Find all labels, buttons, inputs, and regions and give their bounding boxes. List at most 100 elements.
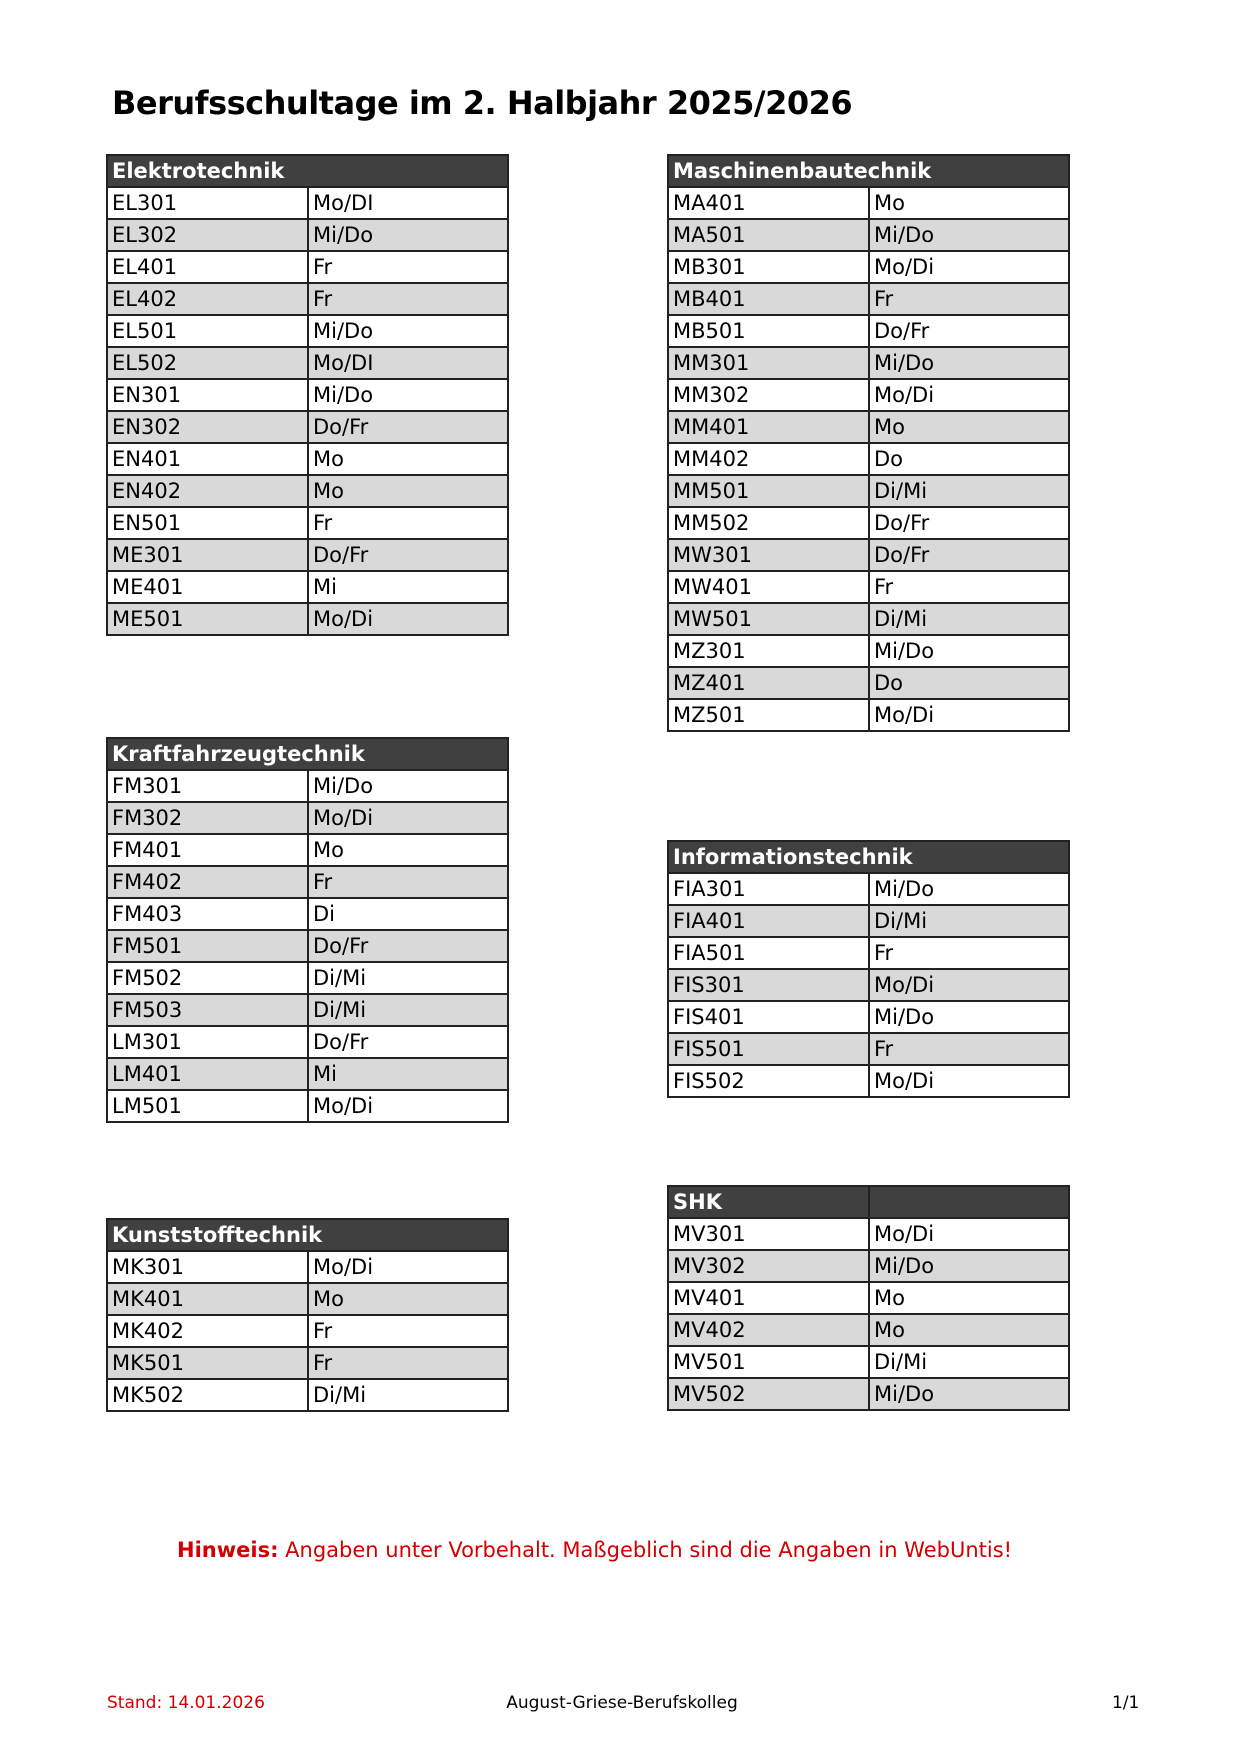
- table-row: FIS501 Fr: [667, 1032, 1070, 1066]
- table-row: ME501 Mo/Di: [106, 602, 509, 636]
- class-code: EL401: [106, 250, 309, 284]
- class-code: MK402: [106, 1314, 309, 1348]
- table-row: MM402 Do: [667, 442, 1070, 476]
- table-row: LM501 Mo/Di: [106, 1089, 509, 1123]
- table-kraftfahrzeugtechnik: Kraftfahrzeugtechnik FM301 Mi/Do FM302 Mo/Di…: [106, 737, 509, 1123]
- table-row: EN402 Mo: [106, 474, 509, 508]
- class-code: MB401: [667, 282, 870, 316]
- table-row: MM302 Mo/Di: [667, 378, 1070, 412]
- table-row: EL402 Fr: [106, 282, 509, 316]
- table-row: EN301 Mi/Do: [106, 378, 509, 412]
- school-days: Mi/Do: [868, 346, 1070, 380]
- table-row: MW401 Fr: [667, 570, 1070, 604]
- class-code: FM402: [106, 865, 309, 899]
- table-row: MB501 Do/Fr: [667, 314, 1070, 348]
- table-header: Kraftfahrzeugtechnik: [106, 737, 509, 771]
- notice-label: Hinweis:: [177, 1538, 279, 1562]
- class-code: EL302: [106, 218, 309, 252]
- school-days: Mo/Di: [868, 378, 1070, 412]
- table-row: FM302 Mo/Di: [106, 801, 509, 835]
- school-days: Mi/Do: [307, 314, 509, 348]
- class-code: FIS301: [667, 968, 870, 1002]
- school-days: Fr: [868, 1032, 1070, 1066]
- table-row: FIS502 Mo/Di: [667, 1064, 1070, 1098]
- table-row: FIS401 Mi/Do: [667, 1000, 1070, 1034]
- school-days: Di: [307, 897, 509, 931]
- table-row: FIA301 Mi/Do: [667, 872, 1070, 906]
- header-empty-cell: [868, 1185, 1070, 1219]
- school-days: Fr: [307, 865, 509, 899]
- table-row: MV401 Mo: [667, 1281, 1070, 1315]
- school-days: Mi/Do: [307, 769, 509, 803]
- table-row: MZ301 Mi/Do: [667, 634, 1070, 668]
- class-code: EL402: [106, 282, 309, 316]
- table-header: Kunststofftechnik: [106, 1218, 509, 1252]
- class-code: EN401: [106, 442, 309, 476]
- class-code: MW301: [667, 538, 870, 572]
- table-row: MK502 Di/Mi: [106, 1378, 509, 1412]
- table-row: FIA501 Fr: [667, 936, 1070, 970]
- school-days: Mo: [307, 474, 509, 508]
- class-code: FIA401: [667, 904, 870, 938]
- table-row: MW501 Di/Mi: [667, 602, 1070, 636]
- class-code: MM401: [667, 410, 870, 444]
- footer-date: Stand: 14.01.2026: [107, 1693, 265, 1713]
- group-title: Kraftfahrzeugtechnik: [106, 737, 509, 771]
- school-days: Mo/Di: [307, 801, 509, 835]
- class-code: MK502: [106, 1378, 309, 1412]
- class-code: EN501: [106, 506, 309, 540]
- school-days: Mo: [868, 1313, 1070, 1347]
- class-code: EL301: [106, 186, 309, 220]
- table-kunststofftechnik: Kunststofftechnik MK301 Mo/Di MK401 Mo MK402 F…: [106, 1218, 509, 1412]
- table-row: MK501 Fr: [106, 1346, 509, 1380]
- class-code: FIS401: [667, 1000, 870, 1034]
- school-days: Mo: [868, 410, 1070, 444]
- class-code: MV502: [667, 1377, 870, 1411]
- school-days: Do/Fr: [307, 1025, 509, 1059]
- class-code: MZ301: [667, 634, 870, 668]
- table-row: EL501 Mi/Do: [106, 314, 509, 348]
- class-code: LM301: [106, 1025, 309, 1059]
- school-days: Fr: [868, 936, 1070, 970]
- school-days: Do/Fr: [868, 538, 1070, 572]
- table-row: FIS301 Mo/Di: [667, 968, 1070, 1002]
- table-row: MB401 Fr: [667, 282, 1070, 316]
- school-days: Di/Mi: [307, 1378, 509, 1412]
- table-row: EN302 Do/Fr: [106, 410, 509, 444]
- school-days: Fr: [868, 570, 1070, 604]
- table-row: EL401 Fr: [106, 250, 509, 284]
- table-row: MZ501 Mo/Di: [667, 698, 1070, 732]
- school-days: Mi/Do: [307, 218, 509, 252]
- notice: Hinweis: Angaben unter Vorbehalt. Maßgeb…: [177, 1538, 1012, 1562]
- table-row: MM502 Do/Fr: [667, 506, 1070, 540]
- class-code: LM401: [106, 1057, 309, 1091]
- school-days: Mi/Do: [868, 218, 1070, 252]
- table-row: FM301 Mi/Do: [106, 769, 509, 803]
- table-row: MW301 Do/Fr: [667, 538, 1070, 572]
- table-row: MM401 Mo: [667, 410, 1070, 444]
- class-code: MV401: [667, 1281, 870, 1315]
- school-days: Mi/Do: [868, 1249, 1070, 1283]
- class-code: FM501: [106, 929, 309, 963]
- notice-text: Angaben unter Vorbehalt. Maßgeblich sind…: [278, 1538, 1013, 1562]
- school-days: Fr: [307, 1314, 509, 1348]
- class-code: MW501: [667, 602, 870, 636]
- group-title: Maschinenbautechnik: [667, 154, 1070, 188]
- table-row: FM501 Do/Fr: [106, 929, 509, 963]
- school-days: Mi/Do: [868, 634, 1070, 668]
- class-code: MK301: [106, 1250, 309, 1284]
- table-maschinenbautechnik: Maschinenbautechnik MA401 Mo MA501 Mi/Do MB30…: [667, 154, 1070, 732]
- class-code: ME501: [106, 602, 309, 636]
- school-days: Di/Mi: [307, 961, 509, 995]
- school-days: Mi/Do: [868, 1000, 1070, 1034]
- school-days: Fr: [307, 1346, 509, 1380]
- table-row: FM402 Fr: [106, 865, 509, 899]
- school-days: Mi: [307, 1057, 509, 1091]
- class-code: ME401: [106, 570, 309, 604]
- class-code: ME301: [106, 538, 309, 572]
- class-code: MV301: [667, 1217, 870, 1251]
- school-days: Di/Mi: [868, 904, 1070, 938]
- table-header: Maschinenbautechnik: [667, 154, 1070, 188]
- class-code: FM503: [106, 993, 309, 1027]
- table-row: ME401 Mi: [106, 570, 509, 604]
